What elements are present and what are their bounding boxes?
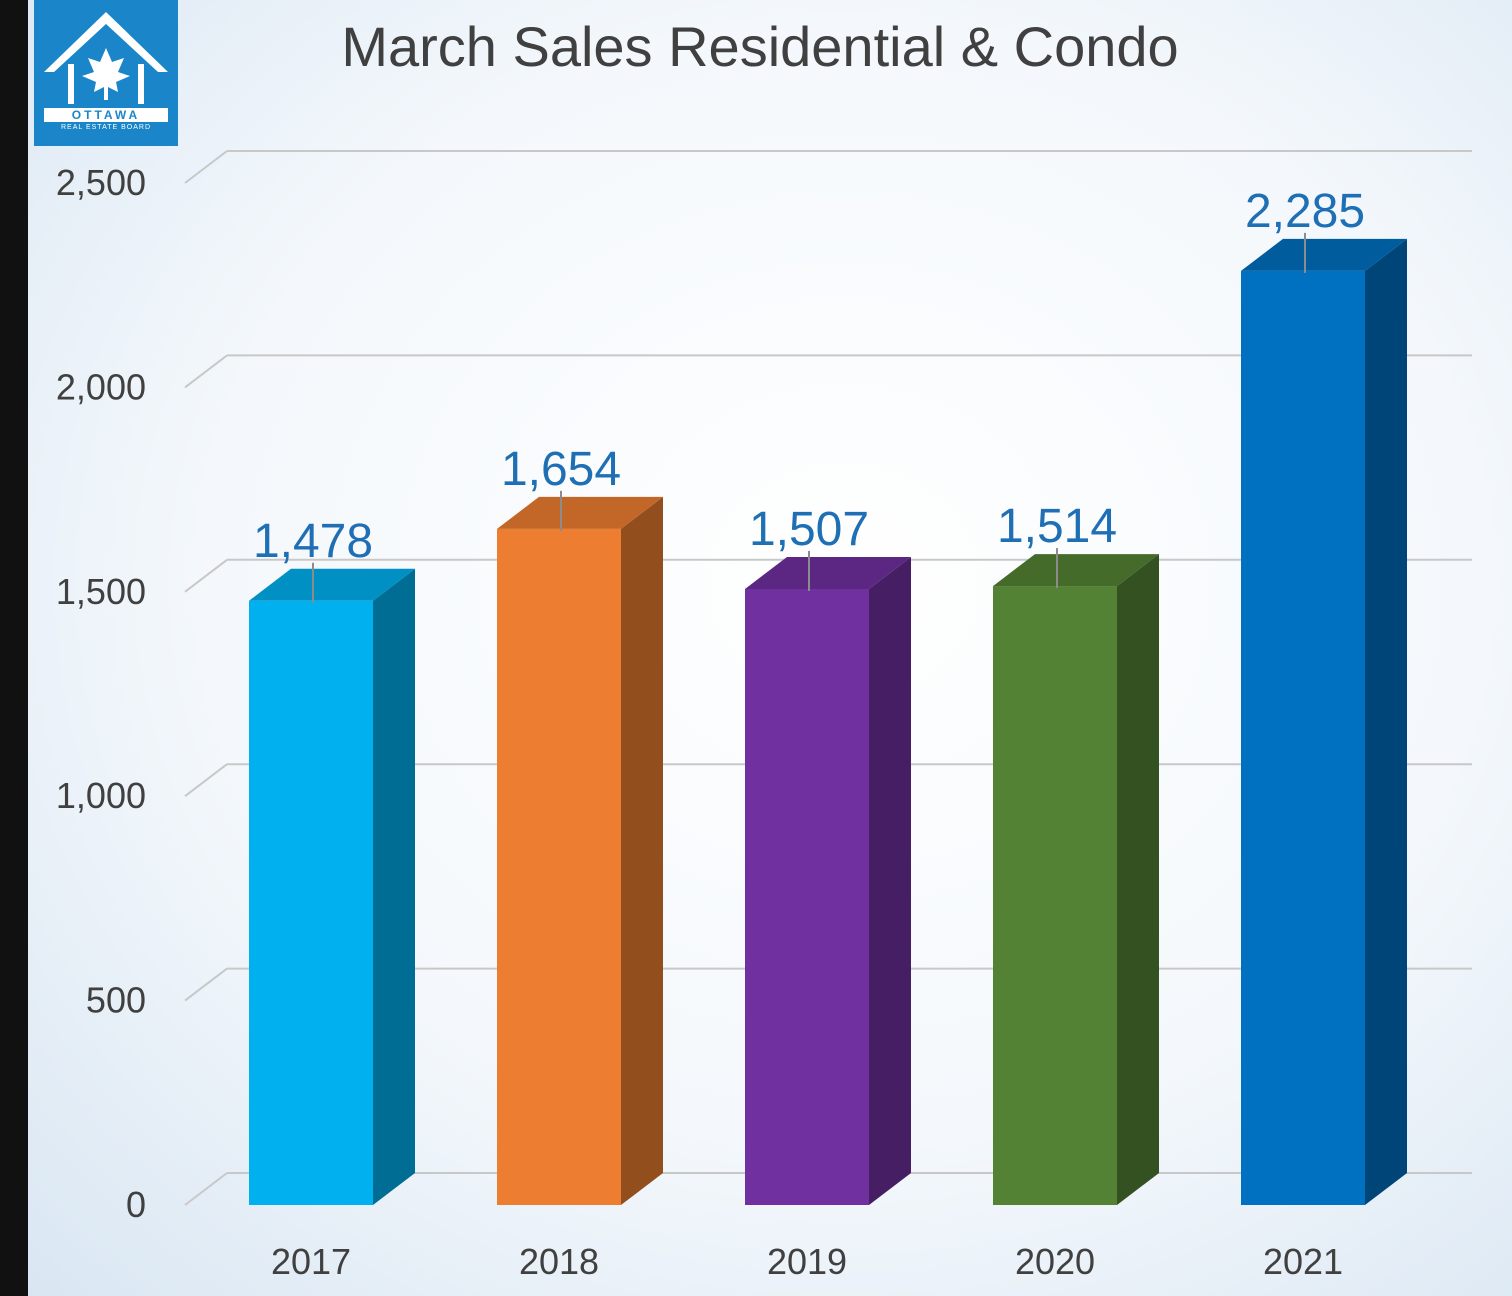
x-tick-label-2017: 2017	[271, 1241, 351, 1282]
bar-side-2019	[869, 556, 911, 1205]
y-tick-label-1: 500	[86, 980, 146, 1021]
bar-top-2021	[1241, 238, 1407, 271]
bar-2021	[1241, 270, 1365, 1206]
bar-top-2020	[993, 554, 1159, 587]
logo-wordmark: OTTAWA	[44, 108, 168, 122]
y-tick-label-0: 0	[126, 1184, 146, 1225]
data-label-2020: 1,514	[997, 500, 1117, 553]
y-tick-label-4: 2,000	[56, 366, 146, 407]
x-tick-label-2020: 2020	[1015, 1241, 1095, 1282]
bar-side-2018	[621, 496, 663, 1205]
bar-2018	[497, 528, 621, 1205]
bar-2020	[993, 586, 1117, 1205]
gridline-wall-1	[184, 967, 228, 1002]
maple-leaf-house-icon	[44, 12, 168, 104]
data-label-2021: 2,285	[1245, 185, 1365, 238]
gridline-wall-3	[184, 559, 228, 593]
x-tick-label-2018: 2018	[519, 1241, 599, 1282]
y-tick-label-5: 2,500	[56, 162, 146, 203]
data-label-2019: 1,507	[749, 503, 869, 556]
bar-top-2018	[497, 496, 663, 529]
bar-side-2017	[373, 568, 415, 1205]
y-tick-label-3: 1,500	[56, 571, 146, 612]
gridline-wall-2	[184, 763, 228, 797]
bar-top-2017	[249, 568, 415, 601]
bar-side-2021	[1365, 238, 1407, 1206]
gridline-wall-4	[184, 354, 228, 389]
gridline-wall-0	[184, 1172, 228, 1206]
bar-top-2019	[745, 556, 911, 589]
logo-subtitle: REAL ESTATE BOARD	[61, 124, 151, 131]
bar-2017	[249, 600, 373, 1205]
chart-title: March Sales Residential & Condo	[341, 15, 1179, 78]
ottawa-real-estate-board-logo: OTTAWA REAL ESTATE BOARD	[34, 0, 178, 146]
x-tick-label-2019: 2019	[767, 1241, 847, 1282]
data-label-2017: 1,478	[253, 515, 373, 568]
x-tick-label-2021: 2021	[1263, 1241, 1343, 1282]
bar-2019	[745, 588, 869, 1205]
bar-side-2020	[1117, 554, 1159, 1205]
gridline-wall-5	[184, 150, 228, 184]
y-tick-label-2: 1,000	[56, 775, 146, 816]
data-label-2018: 1,654	[501, 443, 621, 496]
